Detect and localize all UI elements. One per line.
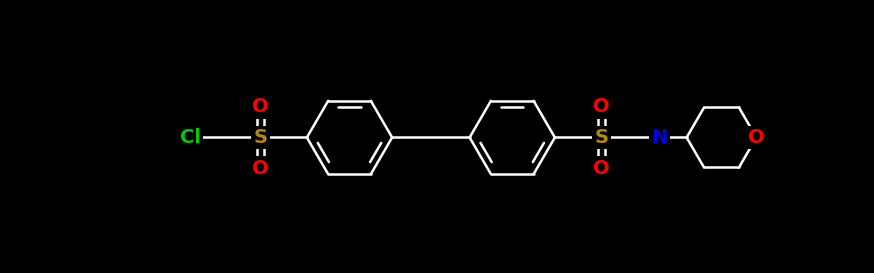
Text: O: O — [252, 159, 268, 178]
Text: S: S — [594, 128, 608, 147]
Text: N: N — [651, 128, 668, 147]
Text: O: O — [593, 97, 610, 116]
Text: O: O — [593, 159, 610, 178]
Text: O: O — [252, 97, 268, 116]
Text: O: O — [748, 128, 765, 147]
Text: Cl: Cl — [180, 128, 201, 147]
Text: S: S — [253, 128, 267, 147]
